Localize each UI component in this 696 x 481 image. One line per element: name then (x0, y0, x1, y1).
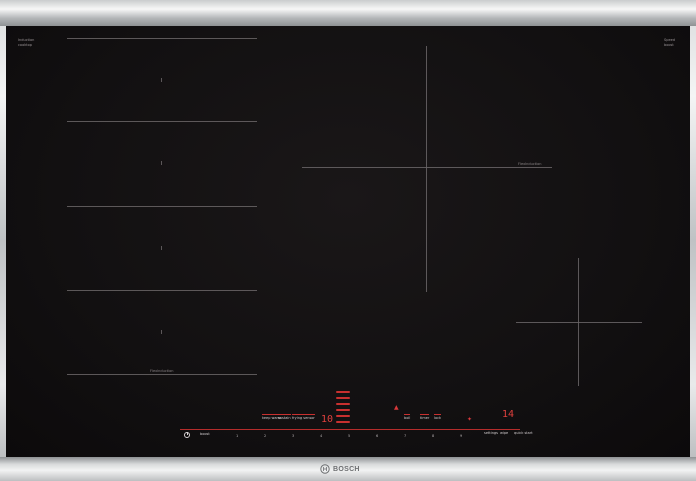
sustain-button[interactable]: sustain (278, 414, 291, 420)
slider-level-6[interactable]: 6 (376, 434, 379, 438)
flex-zone-line-1 (67, 38, 257, 39)
top-right-label-line1: Speed (664, 38, 675, 42)
flex-zone-line-3 (67, 206, 257, 207)
slider-level-4[interactable]: 4 (320, 434, 323, 438)
lock-label: lock (434, 416, 442, 420)
flex-zone-tick-3 (161, 246, 162, 250)
slider-level-1[interactable]: 1 (236, 434, 239, 438)
slider-level-3[interactable]: 3 (292, 434, 295, 438)
large-zone-vertical-mark (426, 46, 427, 292)
slider-level-7[interactable]: 7 (404, 434, 407, 438)
display-segment-3 (336, 403, 350, 405)
display-segment-1 (336, 391, 350, 393)
sensor-icon[interactable]: ✦ (467, 416, 473, 423)
timer-button[interactable]: timer (420, 414, 430, 420)
brand-logo: BOSCH (320, 462, 360, 476)
keep-warm-label: keep warm (262, 416, 282, 420)
keep-warm-button[interactable]: keep warm (262, 414, 282, 420)
brand-name: BOSCH (333, 465, 360, 473)
large-zone-horizontal-mark (302, 167, 552, 168)
frying-sensor-label: frying sensor (292, 416, 315, 420)
timer-display: 14 (502, 409, 515, 420)
right-flex-zone-label: FlexInduction (518, 162, 542, 166)
quick-start-button[interactable]: quick start (514, 431, 533, 435)
slider-level-5[interactable]: 5 (348, 434, 351, 438)
display-segment-4 (336, 409, 350, 411)
flex-zone-line-2 (67, 121, 257, 122)
flex-zone-tick-2 (161, 161, 162, 165)
heat-indicator-icon: ▲ (394, 404, 399, 411)
boost-button[interactable]: boost (200, 432, 210, 436)
stainless-trim-top (0, 0, 696, 26)
wipe-button[interactable]: wipe (500, 431, 508, 435)
timer-label: timer (420, 416, 430, 420)
flex-zone-line-4 (67, 290, 257, 291)
control-slider-track[interactable] (180, 429, 520, 430)
left-flex-zone-label: FlexInduction (150, 369, 174, 373)
flex-zone-line-5 (67, 374, 257, 375)
sustain-label: sustain (278, 416, 291, 420)
power-icon[interactable] (184, 432, 190, 438)
settings-label: settings (484, 431, 498, 435)
wipe-label: wipe (500, 431, 509, 435)
display-segment-2 (336, 397, 350, 399)
small-zone-horizontal-mark (516, 322, 642, 323)
boil-label: boil (404, 416, 411, 420)
display-segment-5 (336, 415, 350, 417)
frying-sensor-button[interactable]: frying sensor (292, 414, 315, 420)
flex-zone-tick-1 (161, 78, 162, 82)
power-level-display: 10 (321, 414, 334, 425)
settings-button[interactable]: settings (484, 431, 498, 435)
top-left-label-line2: cooktop (18, 43, 32, 47)
slider-level-8[interactable]: 8 (432, 434, 435, 438)
quick-start-label: quick start (514, 431, 533, 435)
top-left-label-line1: Induction (18, 38, 35, 42)
flex-zone-tick-4 (161, 330, 162, 334)
lock-button[interactable]: lock (434, 414, 442, 420)
display-segment-6 (336, 421, 350, 423)
glass-cooking-surface: Induction cooktop Speed boost FlexInduct… (6, 26, 690, 457)
slider-level-9[interactable]: 9 (460, 434, 463, 438)
boil-button[interactable]: boil (404, 414, 411, 420)
slider-level-2[interactable]: 2 (264, 434, 267, 438)
top-right-label-line2: boost (664, 43, 674, 47)
bosch-logo-icon (320, 464, 330, 474)
stainless-trim-bottom (0, 457, 696, 481)
boost-label: boost (200, 432, 210, 436)
